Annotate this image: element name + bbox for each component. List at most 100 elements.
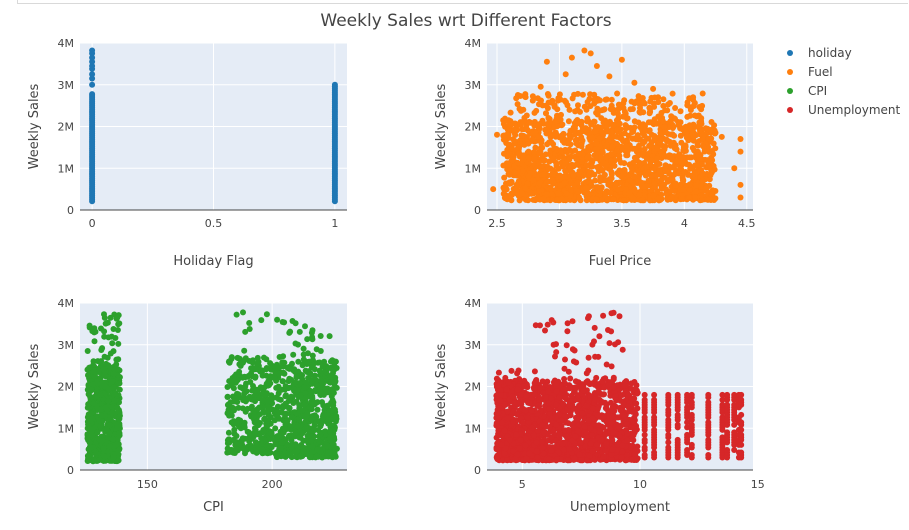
scatter-point[interactable] — [633, 98, 640, 105]
scatter-point[interactable] — [524, 180, 531, 187]
scatter-point[interactable] — [700, 131, 707, 138]
scatter-point[interactable] — [253, 449, 260, 456]
scatter-point[interactable] — [654, 155, 661, 162]
scatter-point[interactable] — [658, 136, 664, 143]
scatter-point[interactable] — [587, 91, 594, 98]
scatter-point[interactable] — [283, 403, 290, 410]
scatter-point[interactable] — [689, 172, 696, 179]
scatter-point[interactable] — [576, 194, 582, 201]
scatter-point[interactable] — [571, 120, 578, 127]
scatter-point[interactable] — [288, 376, 295, 383]
scatter-point[interactable] — [555, 165, 562, 172]
scatter-point[interactable] — [101, 328, 108, 335]
scatter-point[interactable] — [689, 144, 696, 151]
scatter-point[interactable] — [231, 407, 237, 414]
scatter-point[interactable] — [634, 168, 641, 175]
scatter-point[interactable] — [304, 336, 311, 343]
scatter-point[interactable] — [669, 153, 676, 160]
scatter-point[interactable] — [570, 172, 577, 179]
scatter-point[interactable] — [654, 145, 661, 152]
scatter-point[interactable] — [550, 155, 557, 162]
scatter-point[interactable] — [585, 153, 592, 160]
scatter-point[interactable] — [594, 111, 601, 118]
scatter-point[interactable] — [544, 91, 551, 97]
scatter-point[interactable] — [106, 430, 113, 437]
scatter-point[interactable] — [85, 453, 92, 460]
scatter-point[interactable] — [578, 118, 585, 125]
scatter-point[interactable] — [691, 112, 698, 119]
scatter-point[interactable] — [531, 368, 538, 375]
scatter-point[interactable] — [737, 136, 744, 142]
scatter-point[interactable] — [278, 439, 285, 446]
scatter-point[interactable] — [661, 124, 668, 130]
scatter-point[interactable] — [258, 317, 265, 324]
scatter-point[interactable] — [584, 115, 591, 122]
scatter-point[interactable] — [565, 118, 572, 125]
scatter-point[interactable] — [620, 113, 627, 120]
scatter-point[interactable] — [289, 318, 296, 324]
scatter-point[interactable] — [514, 190, 521, 197]
scatter-point[interactable] — [555, 97, 561, 104]
scatter-point[interactable] — [668, 131, 675, 138]
scatter-point[interactable] — [640, 99, 647, 106]
scatter-point[interactable] — [614, 90, 621, 97]
scatter-point[interactable] — [93, 450, 100, 457]
scatter-point[interactable] — [557, 175, 564, 182]
scatter-point[interactable] — [654, 188, 661, 195]
scatter-point[interactable] — [89, 328, 96, 335]
scatter-point[interactable] — [237, 417, 244, 424]
scatter-point[interactable] — [277, 445, 284, 452]
scatter-point[interactable] — [636, 191, 643, 198]
scatter-point[interactable] — [699, 161, 705, 168]
scatter-point[interactable] — [107, 422, 113, 429]
scatter-point[interactable] — [519, 126, 525, 133]
scatter-point[interactable] — [105, 398, 112, 404]
scatter-point[interactable] — [621, 160, 628, 167]
scatter-point[interactable] — [515, 150, 522, 157]
scatter-point[interactable] — [566, 106, 573, 113]
scatter-point[interactable] — [685, 137, 692, 144]
scatter-point[interactable] — [630, 195, 637, 202]
scatter-point[interactable] — [620, 197, 627, 204]
scatter-point[interactable] — [576, 168, 583, 174]
scatter-point[interactable] — [92, 369, 99, 375]
scatter-point[interactable] — [302, 379, 309, 386]
scatter-point[interactable] — [102, 412, 108, 419]
scatter-point[interactable] — [249, 387, 256, 394]
scatter-point[interactable] — [603, 120, 610, 127]
scatter-point[interactable] — [561, 365, 568, 372]
scatter-point[interactable] — [545, 166, 551, 173]
scatter-point[interactable] — [662, 174, 668, 181]
scatter-point[interactable] — [91, 457, 98, 464]
scatter-point[interactable] — [631, 124, 638, 131]
scatter-point[interactable] — [311, 399, 317, 406]
scatter-point[interactable] — [102, 404, 109, 411]
scatter-point[interactable] — [507, 109, 514, 116]
scatter-point[interactable] — [599, 398, 605, 405]
scatter-point[interactable] — [294, 387, 301, 394]
scatter-point[interactable] — [522, 94, 529, 101]
scatter-point[interactable] — [559, 121, 566, 128]
scatter-point[interactable] — [274, 454, 280, 461]
scatter-point[interactable] — [669, 124, 676, 131]
scatter-point[interactable] — [325, 365, 332, 371]
scatter-point[interactable] — [505, 161, 512, 168]
scatter-point[interactable] — [587, 50, 594, 57]
scatter-point[interactable] — [630, 173, 637, 180]
scatter-point[interactable] — [537, 83, 544, 90]
scatter-point[interactable] — [603, 141, 610, 148]
scatter-point[interactable] — [572, 378, 579, 385]
scatter-point[interactable] — [300, 345, 307, 352]
scatter-point[interactable] — [645, 119, 652, 126]
scatter-point[interactable] — [660, 102, 667, 109]
scatter-point[interactable] — [115, 340, 122, 347]
scatter-point[interactable] — [698, 106, 705, 113]
scatter-point[interactable] — [494, 131, 500, 138]
scatter-point[interactable] — [646, 142, 653, 149]
scatter-point[interactable] — [522, 185, 529, 192]
scatter-point[interactable] — [562, 146, 569, 153]
scatter-point[interactable] — [246, 358, 253, 364]
scatter-point[interactable] — [712, 129, 719, 136]
scatter-point[interactable] — [306, 393, 313, 400]
scatter-point[interactable] — [91, 338, 98, 345]
